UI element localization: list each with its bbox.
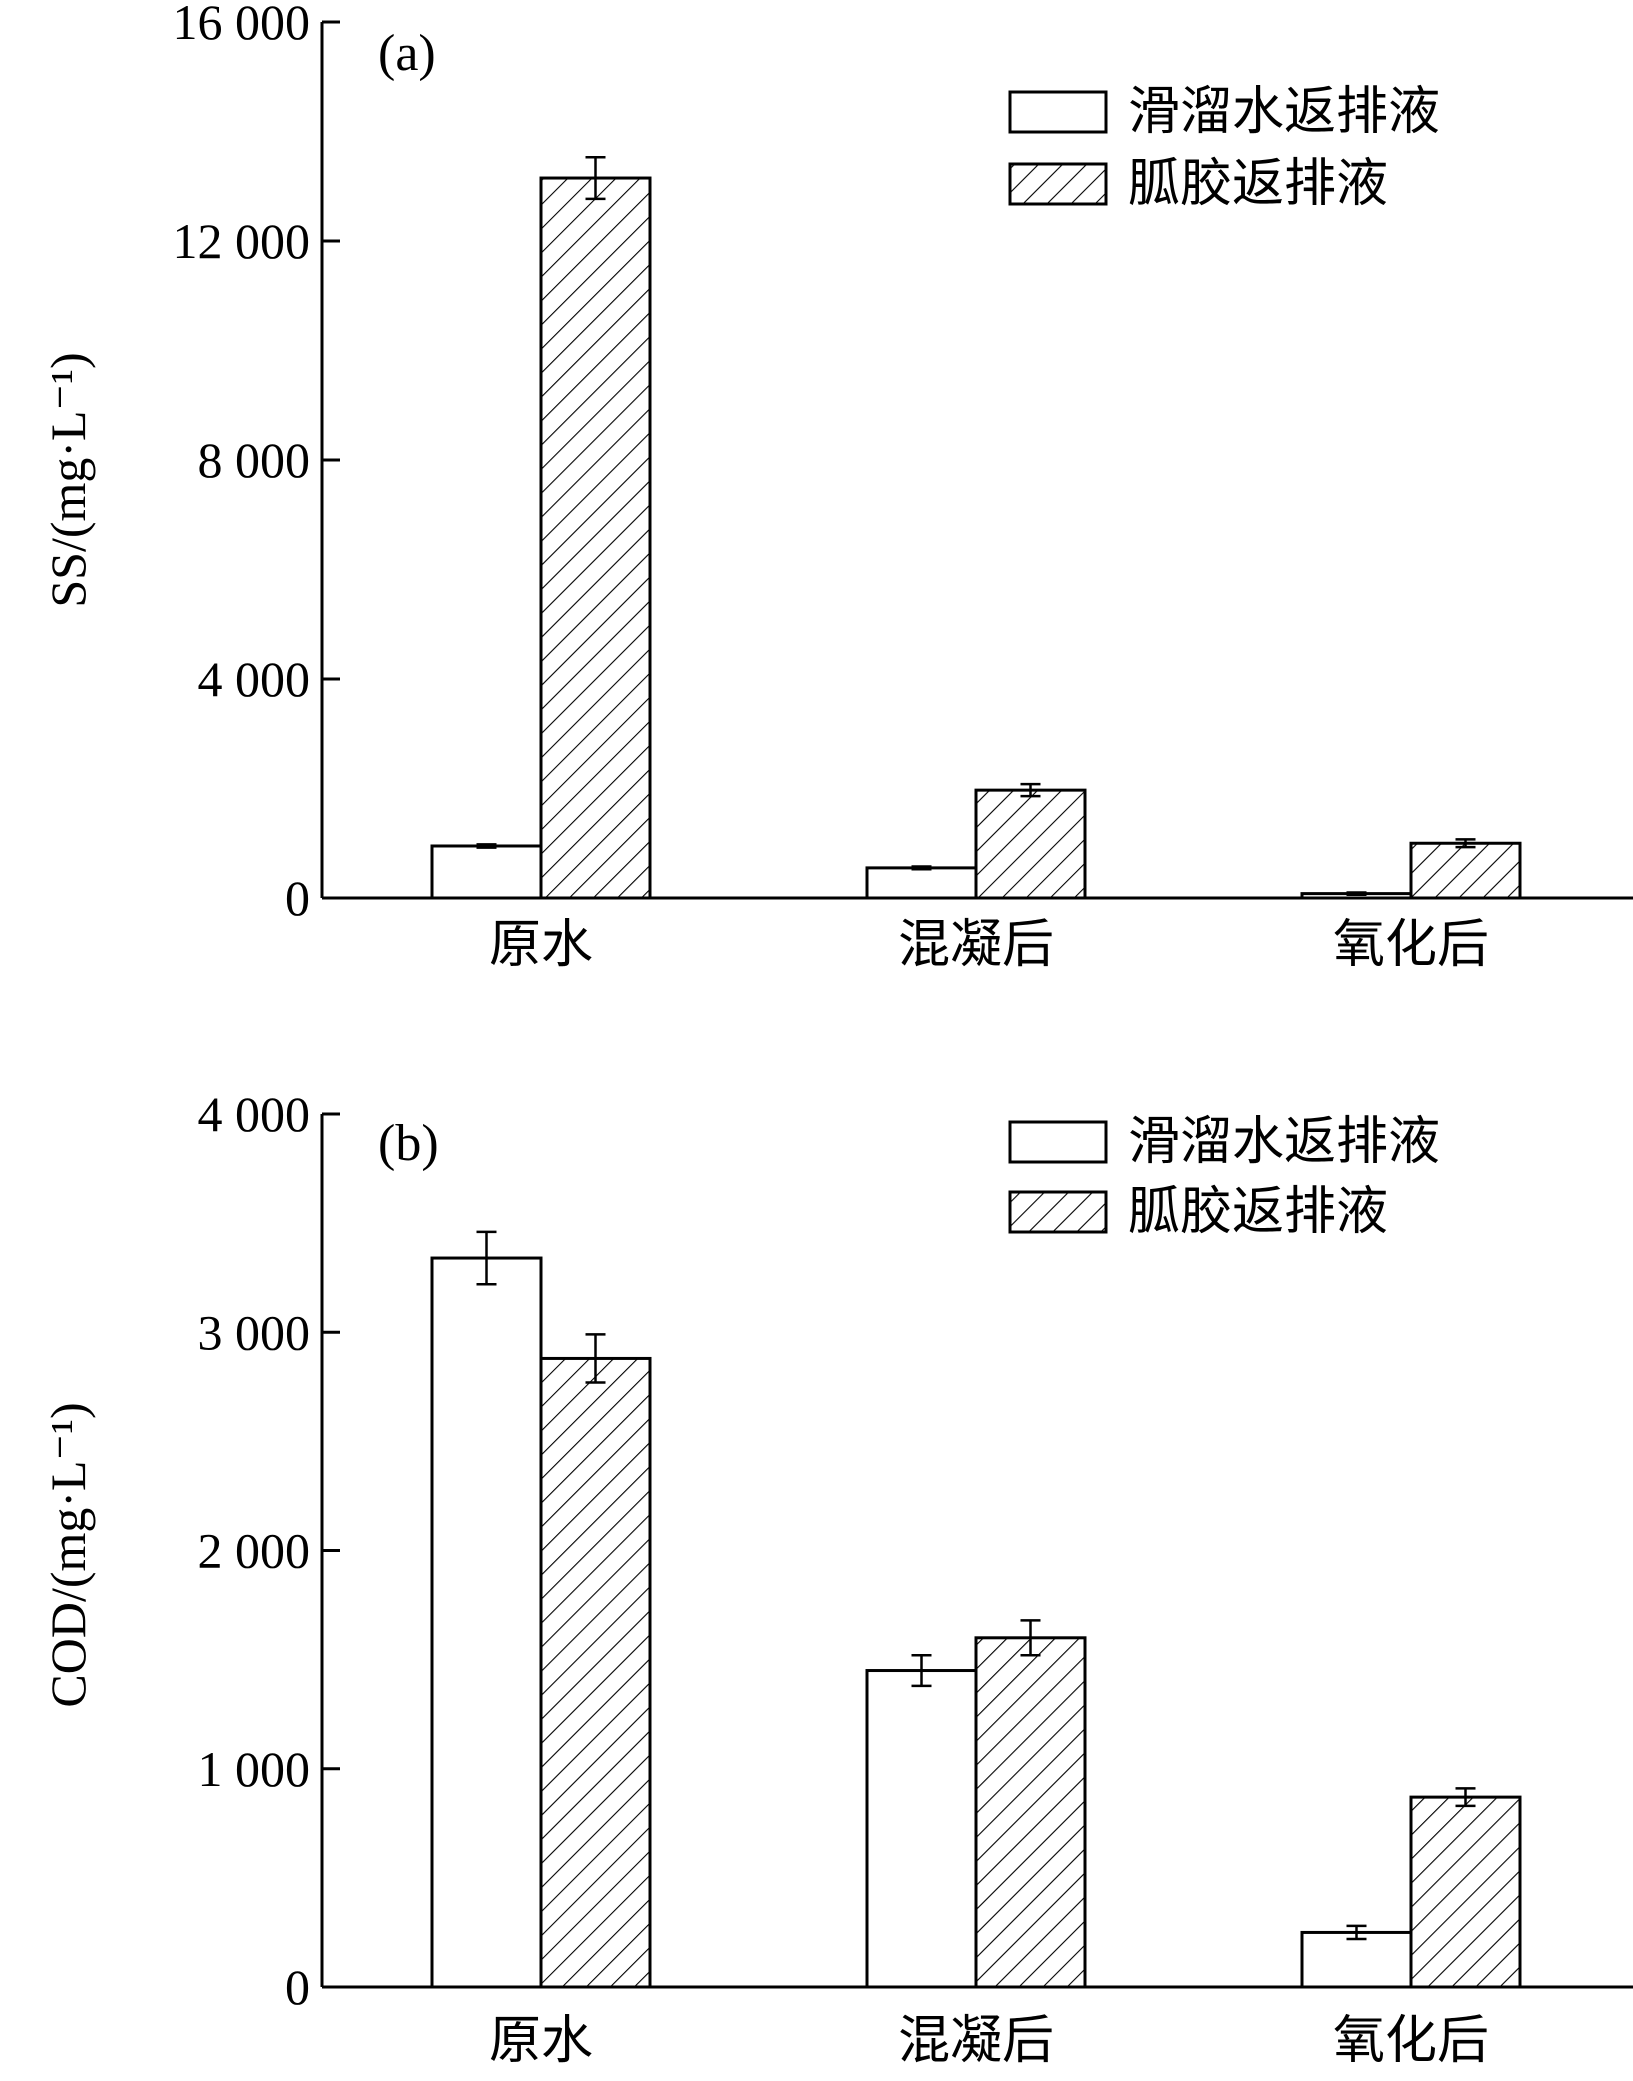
legend-swatch-open	[1008, 90, 1108, 134]
chart-panel-a: 0 4 000 8 000 12 000 16 000 SS/(mg·L⁻¹) (a) 原水 混…	[40, 0, 1633, 975]
y-tick-label: 1 000	[198, 1741, 311, 1797]
bar-open	[430, 844, 543, 900]
x-category-label: 原水	[489, 2011, 593, 2071]
y-tick-label: 2 000	[198, 1523, 311, 1579]
y-tick-label: 12 000	[173, 213, 311, 269]
legend-label: 胍胶返排液	[1128, 154, 1388, 214]
y-tick-label: 16 000	[173, 0, 311, 50]
y-tick-label: 4 000	[198, 651, 311, 707]
legend-label: 滑溜水返排液	[1128, 1112, 1440, 1172]
bar-open	[865, 1669, 978, 1989]
legend-label: 滑溜水返排液	[1128, 82, 1440, 142]
y-tick-label: 4 000	[198, 1086, 311, 1142]
panel-tag: (a)	[378, 25, 436, 82]
x-category-label: 氧化后	[1333, 915, 1489, 975]
y-tick-label: 0	[285, 1959, 310, 2015]
x-category-label: 混凝后	[898, 2011, 1054, 2071]
legend-label: 胍胶返排液	[1128, 1182, 1388, 1242]
x-category-label: 原水	[489, 915, 593, 975]
x-category-label: 氧化后	[1333, 2011, 1489, 2071]
legend-swatch-open	[1008, 1120, 1108, 1164]
bar-hatched	[974, 788, 1087, 900]
legend-swatch-hatched	[1008, 1190, 1108, 1234]
bar-hatched	[974, 1636, 1087, 1989]
panel-tag: (b)	[378, 1115, 439, 1172]
y-tick-label: 3 000	[198, 1304, 311, 1360]
bar-hatched	[1409, 1795, 1522, 1989]
bar-hatched	[539, 1356, 652, 1989]
bar-hatched	[539, 176, 652, 900]
y-tick-label: 0	[285, 870, 310, 926]
bar-open	[865, 866, 978, 900]
y-axis-label: COD/(mg·L⁻¹)	[40, 1402, 96, 1707]
y-tick-label: 8 000	[198, 432, 311, 488]
bar-open	[430, 1256, 543, 1989]
bar-hatched	[1409, 841, 1522, 900]
chart-panel-b: 0 1 000 2 000 3 000 4 000 COD/(mg·L⁻¹) (b) 原水 混凝…	[40, 1086, 1633, 2071]
legend-swatch-hatched	[1008, 162, 1108, 206]
x-category-label: 混凝后	[898, 915, 1054, 975]
bar-open	[1300, 1930, 1413, 1989]
y-axis-label: SS/(mg·L⁻¹)	[40, 352, 96, 607]
